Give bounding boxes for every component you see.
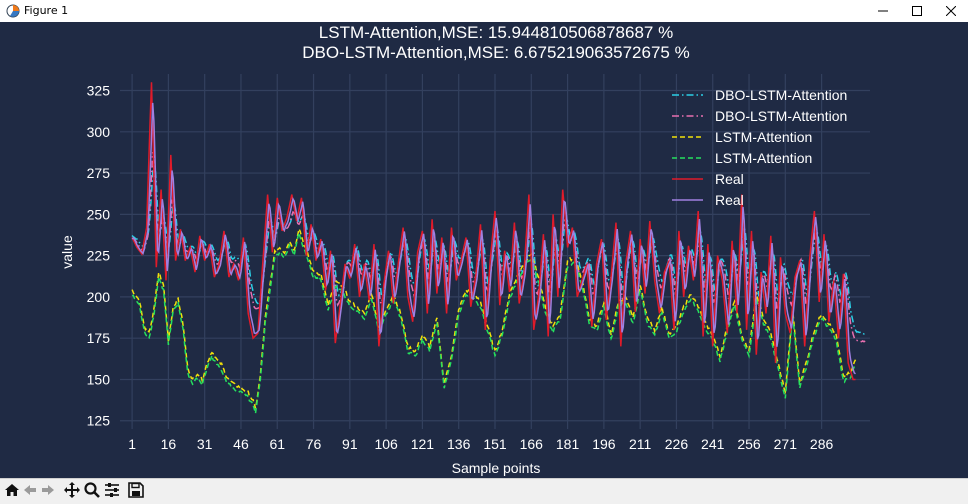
legend-label: DBO-LSTM-Attention bbox=[715, 87, 847, 103]
y-tick-label: 275 bbox=[87, 165, 111, 181]
back-button[interactable] bbox=[21, 481, 39, 499]
line-chart: 1 16 31 46 61 76 91 106 121 136 151 166 181 196 211 226… bbox=[59, 23, 870, 476]
x-tick-label: 16 bbox=[161, 436, 177, 452]
x-tick-label: 151 bbox=[483, 436, 507, 452]
home-button[interactable] bbox=[3, 481, 21, 499]
x-tick-label: 121 bbox=[411, 436, 435, 452]
back-arrow-icon bbox=[24, 485, 36, 495]
legend-label: Real bbox=[715, 192, 744, 208]
series-line-3 bbox=[132, 229, 856, 414]
legend-label: LSTM-Attention bbox=[715, 150, 812, 166]
home-icon bbox=[5, 484, 19, 496]
maximize-button[interactable] bbox=[900, 0, 934, 22]
configure-subplots-button[interactable] bbox=[103, 481, 121, 499]
x-tick-label: 181 bbox=[556, 436, 580, 452]
x-axis-label: Sample points bbox=[452, 460, 541, 476]
maximize-icon bbox=[912, 6, 922, 16]
x-tick-label: 106 bbox=[374, 436, 398, 452]
series-line-2 bbox=[131, 226, 857, 409]
forward-arrow-icon bbox=[42, 485, 54, 495]
zoom-icon bbox=[84, 482, 100, 498]
configure-subplots-icon bbox=[105, 483, 119, 497]
y-tick-label: 325 bbox=[87, 83, 111, 99]
matplotlib-icon bbox=[6, 4, 20, 18]
y-tick-label: 200 bbox=[87, 289, 111, 305]
legend-label: Real bbox=[715, 171, 744, 187]
series-lines bbox=[131, 82, 866, 414]
y-tick-label: 125 bbox=[87, 413, 111, 429]
x-tick-label: 31 bbox=[197, 436, 213, 452]
x-tick-label: 166 bbox=[520, 436, 544, 452]
x-tick-label: 271 bbox=[774, 436, 798, 452]
forward-button[interactable] bbox=[39, 481, 57, 499]
x-tick-label: 286 bbox=[810, 436, 834, 452]
figure-canvas[interactable]: 1 16 31 46 61 76 91 106 121 136 151 166 181 196 211 226… bbox=[0, 22, 968, 478]
x-tick-label: 136 bbox=[447, 436, 471, 452]
y-tick-label: 175 bbox=[87, 330, 111, 346]
y-tick-label: 300 bbox=[87, 124, 111, 140]
y-axis-label: value bbox=[59, 235, 75, 269]
save-icon bbox=[128, 482, 144, 498]
series-line-5 bbox=[131, 102, 856, 375]
x-tick-label: 256 bbox=[737, 436, 761, 452]
x-tick-label: 91 bbox=[342, 436, 358, 452]
window-title: Figure 1 bbox=[24, 4, 69, 17]
chart-subtitle: DBO-LSTM-Attention,MSE: 6.67521906357267… bbox=[302, 43, 689, 62]
x-tick-label: 76 bbox=[306, 436, 322, 452]
x-tick-label: 196 bbox=[592, 436, 616, 452]
x-tick-label: 211 bbox=[629, 436, 652, 452]
minimize-icon bbox=[878, 10, 888, 12]
close-button[interactable] bbox=[934, 0, 968, 22]
legend: DBO-LSTM-Attention DBO-LSTM-Attention LSTM… bbox=[672, 87, 847, 208]
pan-button[interactable] bbox=[63, 481, 81, 499]
navigation-toolbar bbox=[0, 478, 968, 501]
legend-label: LSTM-Attention bbox=[715, 129, 812, 145]
x-tick-label: 226 bbox=[665, 436, 689, 452]
save-button[interactable] bbox=[127, 481, 145, 499]
x-tick-label: 46 bbox=[233, 436, 249, 452]
y-tick-label: 225 bbox=[87, 248, 111, 264]
axes: 1 16 31 46 61 76 91 106 121 136 151 166 181 196 211 226… bbox=[87, 83, 834, 452]
x-tick-label: 1 bbox=[128, 436, 136, 452]
close-icon bbox=[946, 6, 956, 16]
title-bar: Figure 1 bbox=[0, 0, 968, 23]
x-tick-label: 61 bbox=[269, 436, 285, 452]
legend-label: DBO-LSTM-Attention bbox=[715, 108, 847, 124]
series-line-4 bbox=[131, 82, 856, 381]
chart-title: LSTM-Attention,MSE: 15.944810506878687 % bbox=[319, 23, 673, 42]
minimize-button[interactable] bbox=[866, 0, 900, 22]
y-tick-label: 150 bbox=[87, 371, 111, 387]
y-tick-label: 250 bbox=[87, 206, 111, 222]
grid bbox=[120, 74, 870, 429]
pan-icon bbox=[64, 482, 80, 498]
zoom-button[interactable] bbox=[83, 481, 101, 499]
x-tick-label: 241 bbox=[701, 436, 725, 452]
